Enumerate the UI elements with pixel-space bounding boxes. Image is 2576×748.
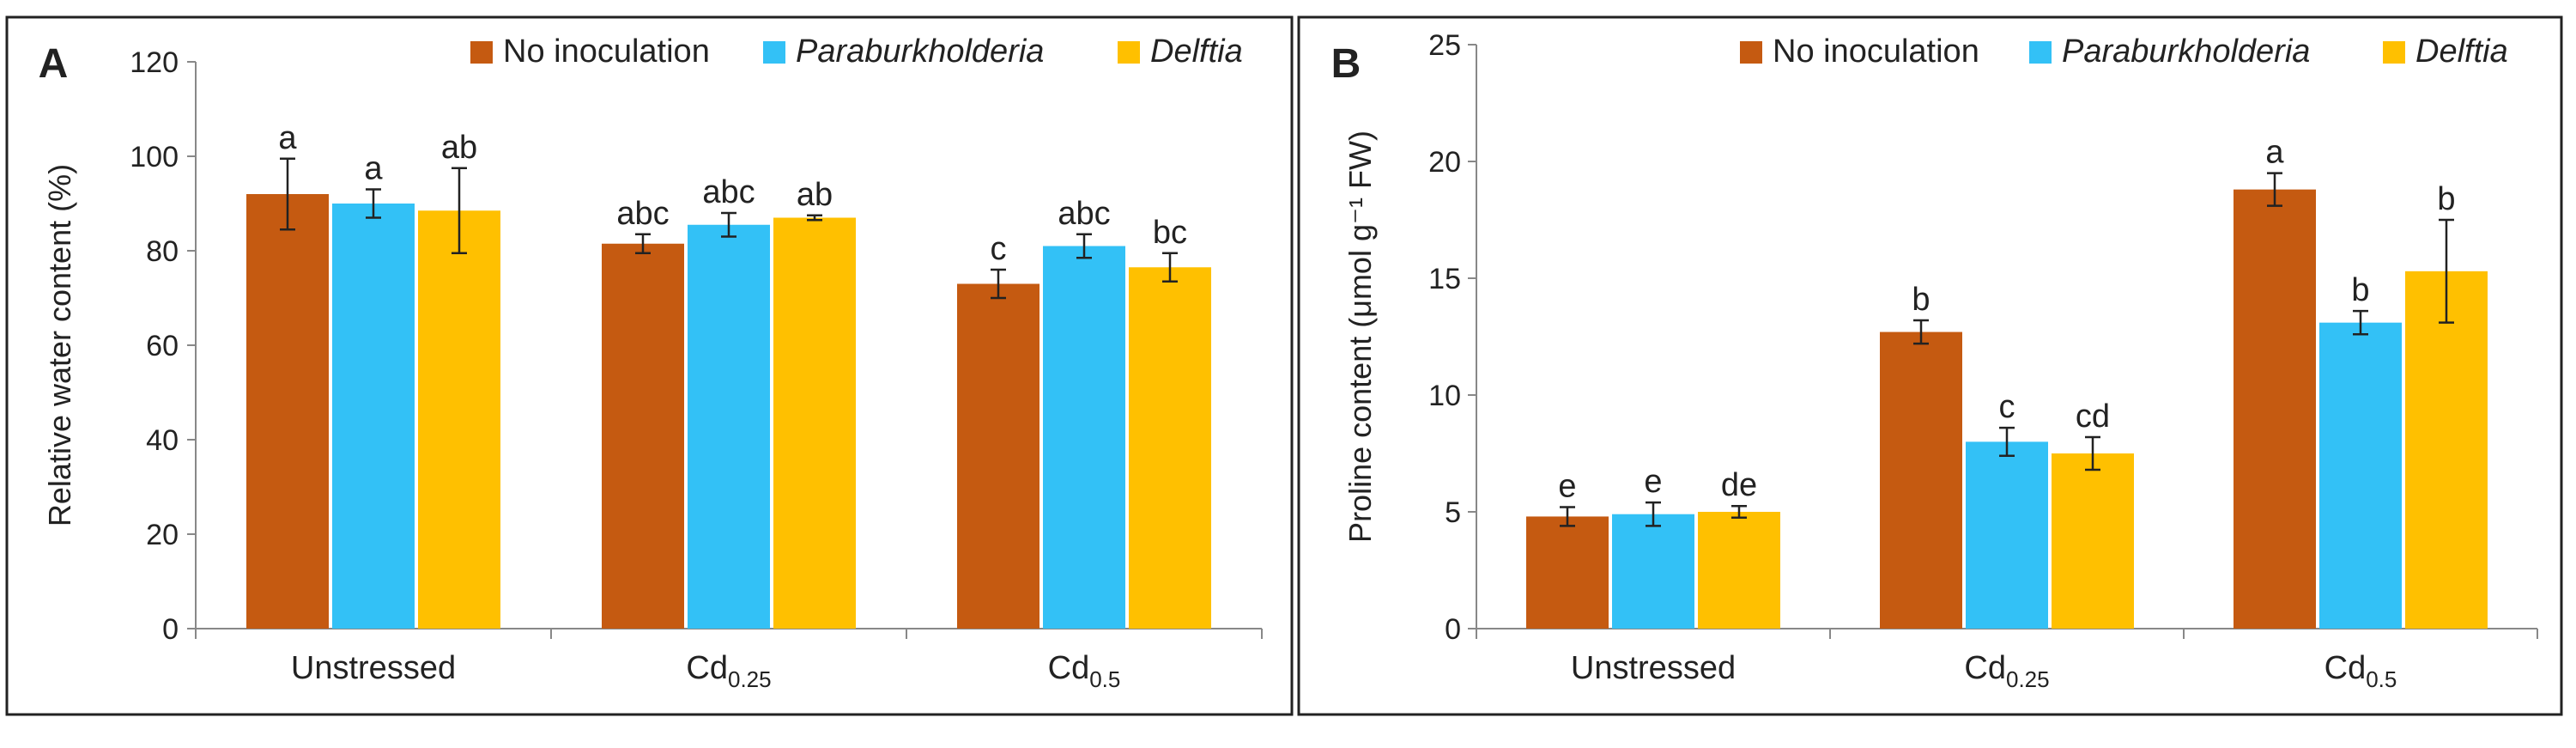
legend-swatch: [1740, 41, 1762, 64]
bar: [1043, 246, 1125, 629]
significance-letter: c: [1999, 389, 2015, 425]
significance-letter: abc: [1058, 196, 1110, 232]
significance-letter: abc: [702, 174, 755, 210]
bar: [1526, 516, 1609, 629]
bar: [602, 243, 684, 629]
legend-label: Delftia: [2415, 33, 2508, 70]
bar: [2319, 322, 2402, 629]
category-label: Cd0.25: [1964, 650, 2049, 692]
significance-letter: b: [2437, 181, 2455, 217]
category-label: Cd0.5: [2324, 650, 2397, 692]
y-tick-label: 20: [146, 519, 179, 551]
bar: [2052, 453, 2134, 629]
bar: [2234, 189, 2316, 629]
legend-swatch: [763, 41, 785, 64]
category-label: Cd0.25: [686, 650, 771, 692]
bar: [2405, 271, 2488, 629]
bar: [957, 283, 1039, 629]
bar: [1880, 331, 1962, 629]
legend-label: No inoculation: [503, 33, 710, 70]
legend-swatch: [1118, 41, 1140, 64]
category-label: Unstressed: [291, 650, 456, 686]
y-tick-label: 40: [146, 424, 179, 457]
y-axis-title: Proline content (μmol g⁻¹ FW): [1343, 131, 1378, 543]
legend-label: Delftia: [1150, 33, 1243, 70]
panel-b: B 0 5 10 15 20 25 Proline content (μmol g⁻¹ FW)…: [1297, 15, 2563, 716]
significance-letter: bc: [1153, 215, 1187, 251]
bar: [1698, 512, 1780, 629]
y-tick-label: 60: [146, 330, 179, 362]
significance-letter: ab: [441, 130, 477, 166]
bar: [773, 217, 856, 629]
y-tick-label: 0: [162, 613, 179, 646]
y-axis-title: Relative water content (%): [42, 164, 77, 526]
bar: [332, 204, 415, 629]
panel-border: [5, 15, 1294, 716]
legend-swatch: [2383, 41, 2405, 64]
category-label: Cd0.5: [1048, 650, 1121, 692]
y-tick-label: 0: [1445, 613, 1461, 646]
legend-swatch: [2029, 41, 2052, 64]
category-label: Unstressed: [1571, 650, 1736, 686]
bar: [1612, 514, 1694, 629]
significance-letter: e: [1644, 464, 1662, 500]
panel-border: [1297, 15, 2563, 716]
y-tick-label: 10: [1428, 380, 1461, 412]
significance-letter: cd: [2076, 398, 2110, 435]
legend-label: No inoculation: [1773, 33, 1979, 70]
significance-letter: a: [364, 151, 383, 187]
y-tick-label: 120: [130, 46, 179, 79]
significance-letter: b: [1912, 282, 1930, 318]
y-tick-label: 15: [1428, 263, 1461, 295]
panel-letter: A: [39, 41, 69, 87]
bar: [1129, 267, 1211, 629]
legend-label: Paraburkholderia: [796, 33, 1044, 70]
bar: [1966, 441, 2048, 629]
y-tick-label: 20: [1428, 146, 1461, 179]
legend-label: Paraburkholderia: [2062, 33, 2310, 70]
significance-letter: a: [2265, 135, 2284, 171]
bar: [418, 210, 500, 629]
significance-letter: e: [1558, 469, 1576, 505]
panel-letter: B: [1331, 41, 1361, 87]
bar: [246, 194, 329, 629]
significance-letter: b: [2351, 272, 2369, 308]
significance-letter: abc: [616, 196, 669, 232]
legend-swatch: [470, 41, 493, 64]
bar: [688, 224, 770, 629]
significance-letter: de: [1721, 467, 1757, 503]
y-tick-label: 5: [1445, 496, 1461, 529]
y-tick-label: 100: [130, 141, 179, 173]
significance-letter: a: [278, 120, 297, 156]
y-tick-label: 25: [1428, 29, 1461, 62]
y-tick-label: 80: [146, 235, 179, 268]
significance-letter: c: [991, 231, 1007, 267]
panel-a: A 0 20 40 60 80 100 120 Relative water content (…: [5, 15, 1294, 716]
significance-letter: ab: [797, 177, 833, 213]
